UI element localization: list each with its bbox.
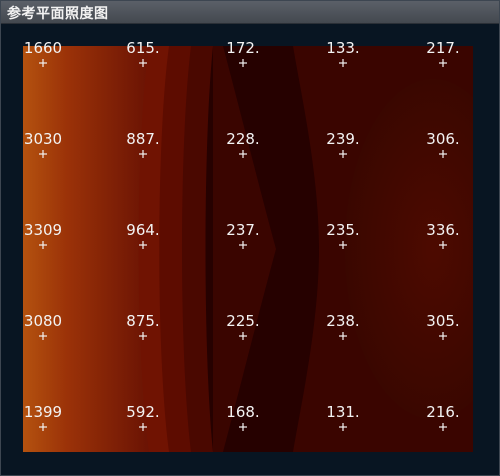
cell-value-label: 336. — [426, 221, 459, 239]
cell-value-label: 887. — [126, 130, 159, 148]
cell-value-label: 239. — [326, 130, 359, 148]
contour-band-left-1 — [23, 46, 149, 452]
contour-band-center — [213, 46, 276, 452]
cell-value-label: 875. — [126, 312, 159, 330]
cell-value-label: 592. — [126, 403, 159, 421]
cell-value-label: 237. — [226, 221, 259, 239]
cell-value-label: 235. — [326, 221, 359, 239]
cell-value-label: 216. — [426, 403, 459, 421]
cell-value-label: 3080 — [24, 312, 62, 330]
cell-value-label: 133. — [326, 39, 359, 57]
cell-value-label: 1399 — [24, 403, 62, 421]
cell-value-label: 228. — [226, 130, 259, 148]
cell-value-label: 1660 — [24, 39, 62, 57]
label-layer: 1660 615. 172. 133. 217. 3030 887. 228. 239. 306.… — [24, 39, 460, 431]
cell-value-label: 238. — [326, 312, 359, 330]
cell-value-label: 217. — [426, 39, 459, 57]
cell-value-label: 306. — [426, 130, 459, 148]
cell-value-label: 225. — [226, 312, 259, 330]
illuminance-heatmap: 1660 615. 172. 133. 217. 3030 887. 228. 239. 306.… — [23, 39, 473, 452]
window-titlebar[interactable]: 参考平面照度图 — [1, 1, 499, 24]
cell-value-label: 964. — [126, 221, 159, 239]
cell-value-label: 305. — [426, 312, 459, 330]
cell-value-label: 3309 — [24, 221, 62, 239]
cell-value-label: 168. — [226, 403, 259, 421]
cell-value-label: 3030 — [24, 130, 62, 148]
plot-frame: 1660 615. 172. 133. 217. 3030 887. 228. 239. 306.… — [1, 24, 499, 475]
cell-value-label: 131. — [326, 403, 359, 421]
cell-value-label: 615. — [126, 39, 159, 57]
contour-layer — [23, 46, 473, 452]
contour-band-right-inner — [345, 79, 473, 419]
cell-value-label: 172. — [226, 39, 259, 57]
window-title: 参考平面照度图 — [7, 6, 109, 22]
